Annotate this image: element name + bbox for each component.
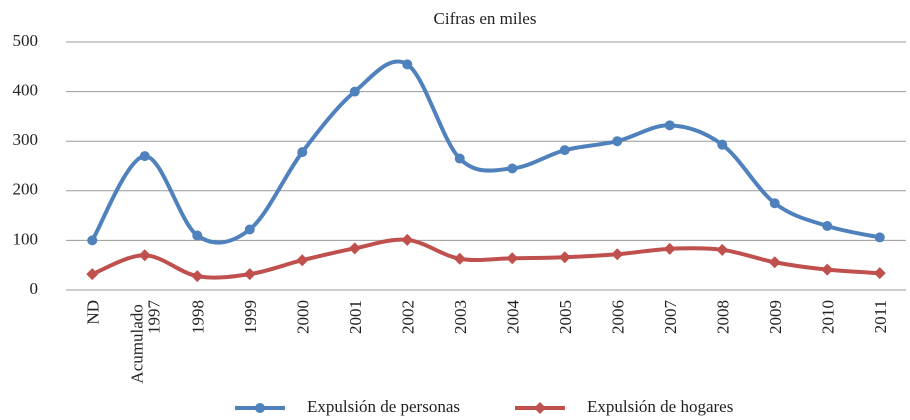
x-tick-label: 2005 — [556, 300, 575, 334]
x-tick-label: 2010 — [818, 300, 837, 334]
y-tick-label: 0 — [30, 279, 39, 298]
marker — [454, 153, 465, 164]
legend-item: Expulsión de personas — [235, 397, 460, 416]
marker — [348, 242, 361, 255]
marker — [663, 242, 676, 255]
marker — [139, 151, 150, 162]
marker — [612, 136, 623, 147]
x-tick-label: 2004 — [503, 300, 522, 335]
x-tick-label: 1998 — [188, 300, 207, 334]
x-tick-label: 1999 — [241, 300, 260, 334]
marker — [401, 233, 414, 246]
marker — [506, 252, 519, 265]
marker — [821, 263, 834, 276]
legend-label: Expulsión de hogares — [587, 397, 733, 416]
marker — [243, 268, 256, 281]
marker — [86, 268, 99, 281]
marker — [138, 249, 151, 262]
x-tick-label: 2008 — [713, 300, 732, 334]
legend-label: Expulsión de personas — [307, 397, 460, 416]
marker — [558, 251, 571, 264]
marker — [717, 139, 728, 150]
x-tick-label: 2009 — [766, 300, 785, 334]
marker — [716, 243, 729, 256]
series-line — [90, 59, 881, 245]
x-tick-label: 2002 — [398, 300, 417, 334]
y-tick-label: 200 — [13, 180, 39, 199]
marker — [769, 198, 780, 209]
marker — [349, 86, 360, 97]
marker — [244, 224, 255, 235]
marker — [664, 120, 675, 131]
y-tick-label: 300 — [13, 130, 39, 149]
x-tick-label: 2003 — [451, 300, 470, 334]
marker — [822, 221, 833, 232]
x-tick-label: Acumulado 1997 — [127, 300, 163, 384]
marker — [453, 252, 466, 265]
marker — [192, 230, 203, 241]
x-tick-label: 2000 — [293, 300, 312, 334]
y-tick-label: 100 — [13, 229, 39, 248]
x-tick-label: 2007 — [661, 300, 680, 335]
chart-title: Cifras en miles — [434, 9, 537, 28]
x-tick-label: 2001 — [346, 300, 365, 334]
marker — [611, 248, 624, 261]
marker — [296, 254, 309, 267]
y-tick-label: 400 — [13, 81, 39, 100]
legend-item: Expulsión de hogares — [514, 397, 733, 416]
y-tick-label: 500 — [13, 31, 39, 50]
marker — [402, 59, 413, 70]
x-tick-label: 2011 — [871, 300, 890, 333]
x-tick-label: ND — [83, 300, 102, 325]
marker — [768, 256, 781, 269]
marker — [297, 147, 308, 158]
marker — [507, 163, 518, 174]
marker — [87, 235, 98, 246]
marker — [191, 270, 204, 283]
x-tick-label: 2006 — [608, 300, 627, 334]
marker — [533, 402, 546, 414]
marker — [559, 145, 570, 156]
marker — [874, 232, 885, 243]
marker — [873, 267, 886, 280]
marker — [255, 403, 265, 413]
series-line — [91, 237, 880, 280]
